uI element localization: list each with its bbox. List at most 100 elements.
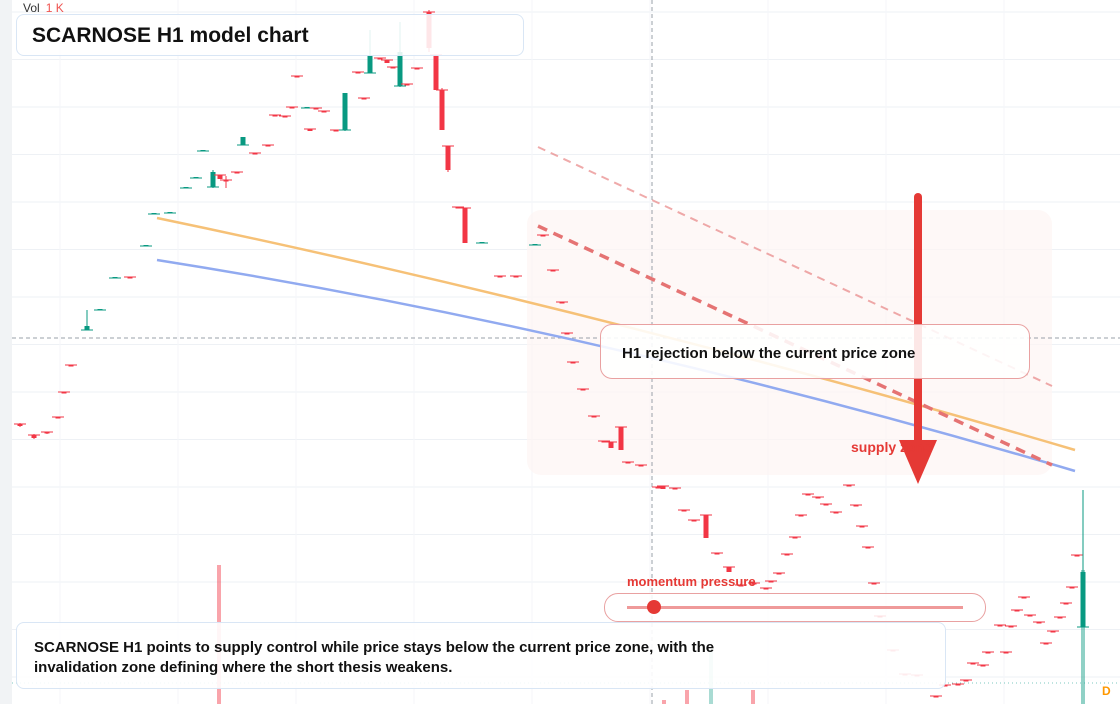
upper-trend-line (537, 146, 1053, 387)
volume-label-text: Vol (23, 1, 40, 15)
candle-body (289, 107, 295, 109)
candle-body (933, 696, 939, 698)
candle-body (294, 76, 300, 78)
candle-body (672, 488, 678, 490)
candle-body (955, 684, 961, 686)
candle-body (608, 442, 614, 448)
candle-body (1063, 603, 1069, 605)
candle-body (691, 520, 697, 522)
candle-body (550, 270, 556, 272)
candle-body (726, 567, 732, 572)
summary-text: SCARNOSE H1 points to supply control whi… (34, 639, 715, 676)
candle-body (859, 526, 865, 528)
candle-body (390, 67, 396, 69)
candle-body (265, 145, 271, 147)
candle-body (1008, 626, 1014, 628)
momentum-label: momentum pressure (627, 574, 756, 589)
candle-body (414, 68, 420, 70)
chart-title: SCARNOSE H1 model chart (32, 24, 309, 47)
candle-body (985, 652, 991, 654)
candle-body (497, 276, 503, 278)
momentum-indicator (646, 600, 661, 614)
candle-body (455, 207, 461, 209)
candle-body (655, 487, 661, 489)
candle-body (272, 115, 278, 117)
candle-body (853, 505, 859, 507)
candle-body (1014, 610, 1020, 612)
candle-body (805, 494, 811, 496)
candle-body (638, 465, 644, 467)
candle-body (433, 55, 439, 90)
candle-body (1080, 572, 1086, 627)
candle-body (84, 326, 90, 330)
candle-body (342, 93, 348, 130)
candle-body (980, 665, 986, 667)
candle-body (763, 588, 769, 590)
candle-body (282, 116, 288, 118)
candle-body (223, 180, 229, 182)
candle-body (234, 172, 240, 174)
candle-body (321, 111, 327, 113)
candle-body (871, 583, 877, 585)
price-scale-edge (0, 0, 12, 704)
candle-body (252, 153, 258, 155)
candle-body (439, 90, 445, 130)
candle-body (68, 365, 74, 367)
candle-body (681, 510, 687, 512)
candle-body (17, 424, 23, 426)
candle-body (703, 515, 709, 538)
candle-body (210, 172, 216, 187)
lower-trend-line (537, 224, 1053, 467)
candle-body (1074, 555, 1080, 557)
candle-body (784, 554, 790, 556)
candle-body (1036, 622, 1042, 624)
candle-body (601, 441, 607, 443)
rejection-zone-card: H1 rejection below the current price zon… (600, 324, 1030, 379)
candle-body (570, 362, 576, 364)
rejection-zone-label: H1 rejection below the current price zon… (622, 345, 916, 362)
candle-body (1069, 587, 1075, 589)
candle-body (846, 485, 852, 487)
candle-body (397, 52, 403, 86)
candle-body (445, 146, 451, 170)
candle-body (1021, 597, 1027, 599)
candle-body (942, 685, 948, 687)
candle-body (559, 302, 565, 304)
candle-body (776, 573, 782, 575)
volume-bar (662, 700, 666, 704)
candle-body (815, 497, 821, 499)
candle-body (997, 625, 1003, 627)
momentum-track (627, 600, 963, 614)
volume-bar (751, 690, 755, 704)
candle-body (240, 137, 246, 145)
candle-body (355, 72, 361, 74)
candle-body (625, 462, 631, 464)
volume-label: Vol 1 K (23, 1, 64, 15)
candle-body (404, 84, 410, 86)
candle-body (580, 389, 586, 391)
candle-body (1003, 652, 1009, 654)
down-arrow-icon (899, 440, 937, 484)
candle-body (513, 276, 519, 278)
candle-body (963, 680, 969, 682)
candle-body (823, 504, 829, 506)
candle-body (1043, 643, 1049, 645)
summary-card: SCARNOSE H1 points to supply control whi… (16, 622, 946, 689)
candle-body (127, 277, 133, 279)
moving-average-fast-line (156, 216, 1076, 452)
candle-body (367, 55, 373, 73)
candle-body (384, 60, 390, 63)
candle-body (31, 435, 37, 438)
timeframe-badge[interactable]: D (1102, 684, 1111, 698)
momentum-gauge (604, 593, 986, 622)
volume-bar (1081, 570, 1085, 704)
candle-body (540, 235, 546, 237)
candle-body (970, 663, 976, 665)
candle-body (660, 486, 666, 489)
candle-body (714, 553, 720, 555)
candle-body (1050, 631, 1056, 633)
candle-body (1027, 615, 1033, 617)
candle-body (44, 432, 50, 434)
candle-body (591, 416, 597, 418)
candle-body (1057, 617, 1063, 619)
